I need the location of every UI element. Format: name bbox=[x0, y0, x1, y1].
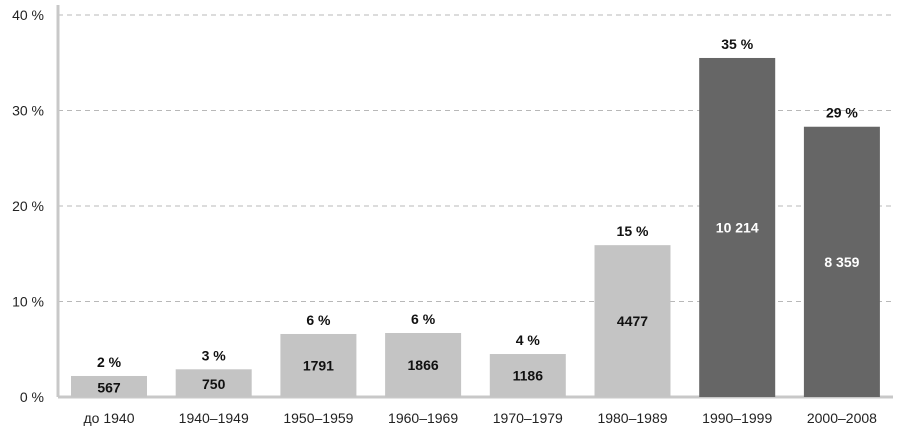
count-label: 10 214 bbox=[716, 219, 759, 235]
percent-label: 2 % bbox=[97, 354, 122, 370]
bar bbox=[280, 333, 357, 397]
y-tick-label: 0 % bbox=[20, 389, 44, 405]
count-label: 4477 bbox=[617, 313, 648, 329]
x-category-label: 2000–2008 bbox=[807, 410, 877, 426]
count-label: 567 bbox=[97, 379, 121, 395]
count-label: 1866 bbox=[408, 357, 439, 373]
percent-label: 6 % bbox=[306, 312, 331, 328]
bar bbox=[385, 333, 462, 397]
percent-label: 29 % bbox=[826, 105, 858, 121]
bar bbox=[594, 245, 671, 397]
bar bbox=[699, 57, 776, 397]
y-tick-label: 20 % bbox=[12, 198, 44, 214]
bar bbox=[489, 354, 566, 397]
y-tick-label: 40 % bbox=[12, 7, 44, 23]
x-category-label: 1990–1999 bbox=[702, 410, 772, 426]
bar bbox=[71, 375, 147, 397]
percent-label: 4 % bbox=[516, 332, 541, 348]
percent-label: 6 % bbox=[411, 311, 436, 327]
x-category-label: 1950–1959 bbox=[283, 410, 353, 426]
x-category-label: 1940–1949 bbox=[179, 410, 249, 426]
x-category-label: 1970–1979 bbox=[493, 410, 563, 426]
x-category-label: 1960–1969 bbox=[388, 410, 458, 426]
bar bbox=[175, 369, 252, 397]
x-category-label: до 1940 bbox=[84, 410, 135, 426]
count-label: 1186 bbox=[513, 368, 544, 384]
percent-label: 15 % bbox=[617, 223, 649, 239]
x-category-label: 1980–1989 bbox=[597, 410, 667, 426]
percent-label: 35 % bbox=[721, 36, 753, 52]
y-tick-label: 30 % bbox=[12, 103, 44, 119]
count-label: 1791 bbox=[303, 357, 334, 373]
count-label: 750 bbox=[202, 376, 226, 392]
y-tick-label: 10 % bbox=[12, 294, 44, 310]
count-label: 8 359 bbox=[824, 254, 859, 270]
percent-label: 3 % bbox=[202, 347, 227, 363]
bar bbox=[803, 126, 880, 398]
